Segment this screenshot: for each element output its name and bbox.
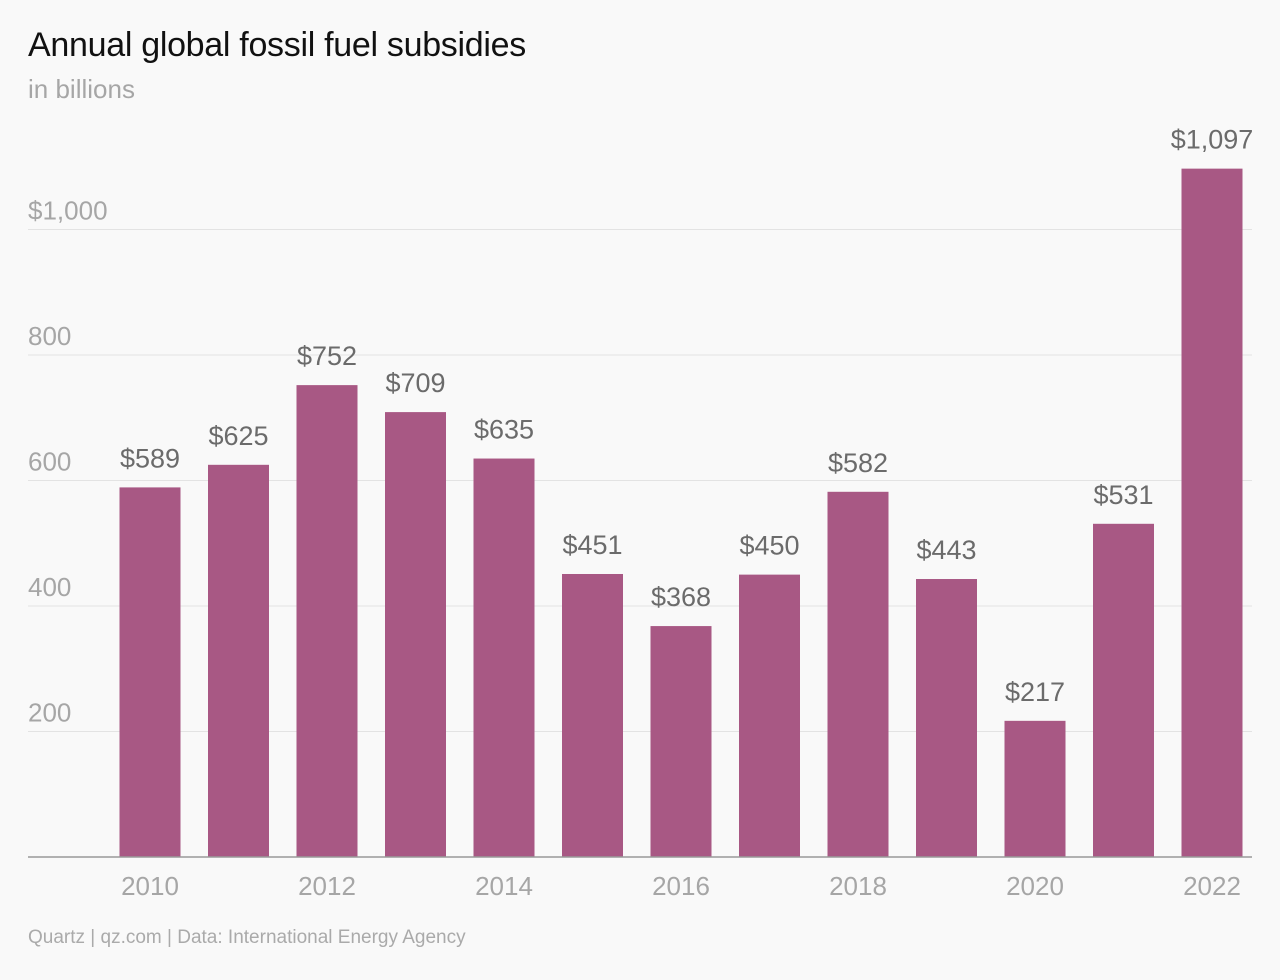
data-label: $368 xyxy=(651,582,711,612)
bar xyxy=(385,412,446,857)
data-label: $443 xyxy=(916,535,976,565)
bar xyxy=(916,579,977,857)
bar xyxy=(1004,720,1066,857)
bar xyxy=(739,574,800,857)
y-tick-label: 600 xyxy=(28,447,71,477)
bar xyxy=(1093,523,1154,857)
bar xyxy=(296,385,358,857)
x-tick-label: 2016 xyxy=(652,871,710,901)
chart-title: Annual global fossil fuel subsidies xyxy=(28,26,526,64)
data-label: $450 xyxy=(739,531,799,561)
y-tick-label: 200 xyxy=(28,698,71,728)
y-tick-label: 400 xyxy=(28,572,71,602)
data-label: $217 xyxy=(1005,677,1065,707)
bar xyxy=(827,491,889,857)
source-note: Quartz | qz.com | Data: International En… xyxy=(28,927,466,948)
x-tick-label: 2012 xyxy=(298,871,356,901)
x-tick-label: 2010 xyxy=(121,871,179,901)
x-tick-label: 2014 xyxy=(475,871,533,901)
data-label: $709 xyxy=(385,368,445,398)
data-label: $589 xyxy=(120,443,180,473)
y-tick-label: $1,000 xyxy=(28,196,108,226)
y-tick-label: 800 xyxy=(28,321,71,351)
bar xyxy=(119,487,181,857)
x-tick-label: 2018 xyxy=(829,871,887,901)
bar xyxy=(1181,168,1243,857)
chart-subtitle: in billions xyxy=(28,74,135,104)
x-tick-label: 2022 xyxy=(1183,871,1241,901)
bar xyxy=(208,464,269,857)
bar xyxy=(562,573,623,857)
x-tick-label: 2020 xyxy=(1006,871,1064,901)
data-label: $752 xyxy=(297,341,357,371)
data-label: $625 xyxy=(208,421,268,451)
data-label: $635 xyxy=(474,415,534,445)
data-label: $531 xyxy=(1093,480,1153,510)
bar xyxy=(650,626,712,857)
data-label: $451 xyxy=(562,530,622,560)
data-label: $582 xyxy=(828,448,888,478)
bar xyxy=(473,458,535,857)
data-label: $1,097 xyxy=(1171,125,1254,155)
